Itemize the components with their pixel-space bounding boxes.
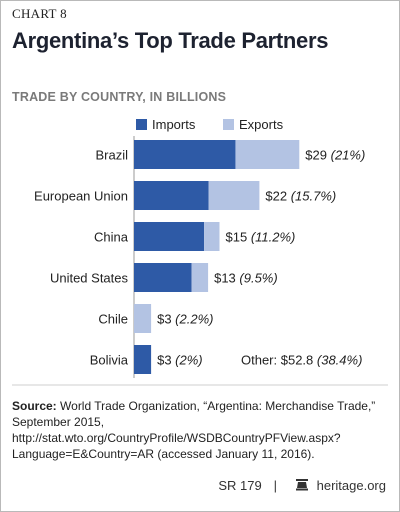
report-id: SR 179 (218, 478, 262, 493)
legend-swatch-exports (223, 119, 234, 130)
bar-imports (134, 263, 192, 292)
bar-imports (134, 222, 205, 251)
legend-item-exports: Exports (223, 117, 283, 132)
bar-exports (191, 263, 209, 292)
liberty-bell-icon (295, 479, 308, 491)
bar-exports (204, 222, 220, 251)
bar-exports (134, 304, 152, 333)
site-name: heritage.org (316, 478, 386, 493)
bar-chart: Brazil $29 (21%) European Union $22 (15.7%)… (12, 136, 388, 386)
legend-label-exports: Exports (239, 117, 284, 132)
source-note: Source: World Trade Organization, “Argen… (12, 398, 392, 462)
data-label: $13 (9.5%) (214, 271, 278, 286)
legend-label-imports: Imports (152, 117, 196, 132)
source-text: World Trade Organization, “Argentina: Me… (12, 399, 376, 461)
data-label: $3 (2.2%) (157, 312, 213, 327)
category-label: United States (50, 271, 129, 286)
category-label: China (94, 230, 129, 245)
data-label: $22 (15.7%) (265, 189, 336, 204)
data-label: $3 (2%) (157, 353, 203, 368)
source-label: Source: (12, 399, 57, 413)
footer-separator: | (273, 478, 278, 493)
legend-swatch-imports (136, 119, 147, 130)
other-annotation: Other: $52.8 (38.4%) (241, 353, 362, 368)
category-label: Chile (98, 312, 128, 327)
chart-subtitle: TRADE BY COUNTRY, IN BILLIONS (12, 90, 227, 104)
bar-exports (235, 140, 300, 169)
category-label: Brazil (95, 148, 128, 163)
legend-item-imports: Imports (136, 117, 195, 132)
chart-number: CHART 8 (12, 6, 67, 21)
category-label: Bolivia (90, 353, 129, 368)
data-label: $29 (21%) (305, 148, 365, 163)
category-label: European Union (34, 189, 128, 204)
chart-title: Argentina’s Top Trade Partners (12, 28, 329, 53)
bar-imports (134, 345, 152, 374)
footer: SR 179 | heritage.org (218, 478, 386, 493)
bar-imports (134, 140, 236, 169)
bar-imports (134, 181, 209, 210)
bar-exports (208, 181, 260, 210)
data-label: $15 (11.2%) (226, 230, 296, 245)
